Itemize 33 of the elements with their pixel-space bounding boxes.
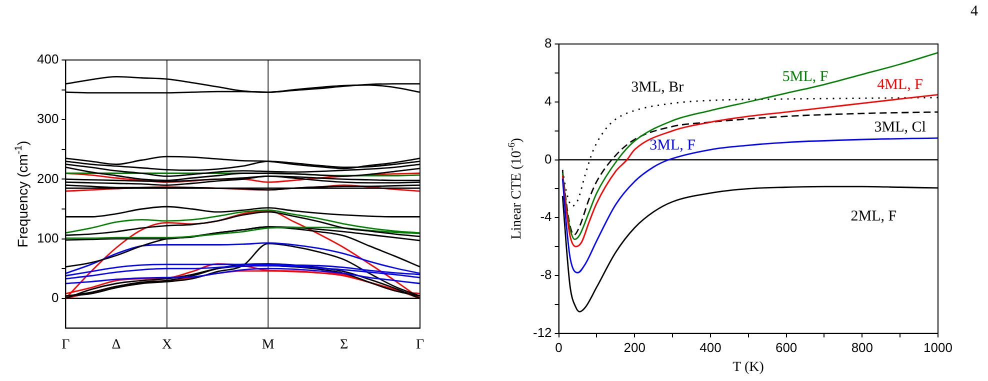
x-tick-label: Σ [340,337,348,352]
text: 4 [970,3,978,20]
y-tick-label: -12 [532,324,552,340]
series-label: 3ML, Br [631,79,684,96]
y-tick-label: -8 [540,267,552,282]
x-tick-label: Δ [112,337,121,352]
y-tick-label: -4 [540,209,552,224]
series-label: 4ML, F [877,76,923,93]
x-tick-label: M [262,337,275,352]
y-tick-label: 300 [36,111,59,126]
series-label: 3ML, F [650,138,696,154]
x-tick-label: Γ [62,337,70,352]
x-tick-label: Γ [416,337,424,352]
x-tick-label: 400 [700,340,722,355]
y-tick-label: 0 [544,151,552,166]
x-axis-title: T (K) [732,360,764,376]
x-tick-label: X [162,337,172,352]
y-tick-label: 0 [51,290,59,305]
y-tick-label: 200 [36,170,59,186]
y-tick-label: 400 [36,52,59,67]
series-label: 5ML, F [782,69,828,86]
y-tick-label: 8 [544,36,552,51]
y-axis-title: Frequency (cm-1) [14,140,31,248]
series-label: 2ML, F [850,208,897,224]
x-tick-label: 800 [851,340,874,355]
x-tick-label: 200 [624,340,646,355]
y-tick-label: 100 [36,230,59,246]
x-tick-label: 600 [775,340,798,355]
y-axis-title: Linear CTE (10-6) [506,138,524,240]
series-label: 3ML, Cl [874,119,926,136]
x-tick-label: 1000 [924,340,952,355]
x-tick-label: 0 [555,340,562,355]
y-tick-label: 4 [544,93,552,108]
